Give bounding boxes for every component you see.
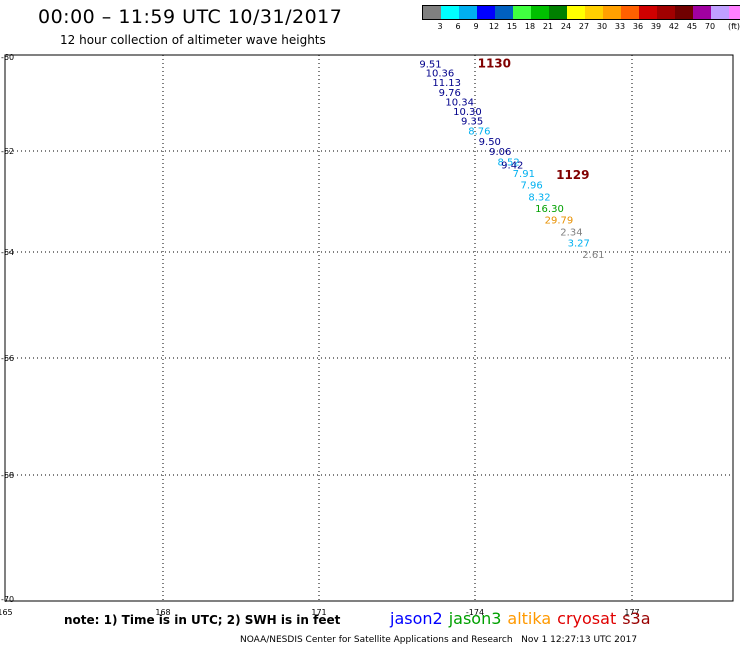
legend-label: 24 [560,22,572,31]
swh-value: 9.42 [501,161,523,172]
pass-time-label: 1130 [478,56,511,70]
legend-label: 33 [614,22,626,31]
mission-name: altika [507,609,552,628]
legend-label: 27 [578,22,590,31]
legend-unit: (ft) [727,22,740,31]
legend-label: 15 [506,22,518,31]
legend-label: 3 [437,22,443,31]
legend-swatch [513,6,531,19]
swh-value: 7.96 [521,180,543,191]
generated-timestamp: Nov 1 12:27:13 UTC 2017 [521,635,638,645]
swh-value: 9.51 [419,59,441,70]
legend-swatch [567,6,585,19]
swh-value: 8.76 [468,127,490,138]
legend-label: 18 [524,22,536,31]
swh-value: 9.50 [479,137,501,148]
swh-value: 7.91 [513,169,535,180]
legend-label: 70 [704,22,716,31]
lat-tick-label: -70 [1,595,14,604]
mission-name: jason2 [390,609,443,628]
legend-label: 45 [686,22,698,31]
page-title: 00:00 – 11:59 UTC 10/31/2017 [38,6,343,28]
lat-tick-label: -68 [1,471,14,480]
swh-observations: 9.5110.3611.139.7610.3410.309.358.769.50… [419,59,604,260]
axis-labels: -60 -62 -64 -66 -68 -70 165 168 171 -174 177 [0,53,640,617]
swh-value: 9.76 [439,88,461,99]
legend-label: 9 [473,22,479,31]
legend-swatch [423,6,441,19]
footer-note: note: 1) Time is in UTC; 2) SWH is in fe… [64,613,341,627]
legend-label: 6 [455,22,461,31]
swh-value: 8.52 [498,158,520,169]
legend-swatch [477,6,495,19]
page-subtitle: 12 hour collection of altimeter wave hei… [60,33,326,47]
legend-swatch [495,6,513,19]
legend-labels: 3 6 9 12 15 18 21 24 27 30 33 36 39 42 45 70 (ft) [422,20,740,32]
lon-tick-label: 165 [0,608,13,617]
lat-tick-label: -64 [1,248,14,257]
swh-value: 29.79 [545,216,574,227]
legend-swatch [585,6,603,19]
lon-tick-label: 168 [155,608,170,617]
swh-value: 16.30 [535,204,564,215]
legend-swatch [441,6,459,19]
swh-value: 10.34 [445,97,474,108]
swh-value: 10.30 [453,107,482,118]
swh-value: 11.13 [432,78,461,89]
legend-label: 12 [488,22,500,31]
swh-value: 3.27 [568,238,590,249]
mission-legend: jason2 jason3 altika cryosat s3a [390,609,657,628]
color-legend: 3 6 9 12 15 18 21 24 27 30 33 36 39 42 45 70 (ft) [422,5,740,32]
swh-value: 9.35 [461,117,483,128]
lon-tick-label: -174 [466,608,484,617]
legend-swatch [549,6,567,19]
legend-swatch [657,6,675,19]
swh-value: 2.34 [560,227,582,238]
mission-name: jason3 [448,609,502,628]
legend-label: 30 [596,22,608,31]
lon-tick-label: 177 [624,608,639,617]
lat-tick-label: -60 [1,53,14,62]
legend-swatch [639,6,657,19]
swh-value: 2.61 [582,250,604,261]
map-frame [4,54,734,602]
mission-name: s3a [622,609,651,628]
lon-tick-label: 171 [311,608,326,617]
legend-label: 21 [542,22,554,31]
map-gridlines [5,55,733,601]
pass-labels: 1130 1129 [478,56,590,181]
legend-swatch [711,6,729,19]
legend-swatch [459,6,477,19]
swh-value: 9.06 [489,147,511,158]
legend-swatch [621,6,639,19]
legend-swatch [603,6,621,19]
swh-value: 10.36 [426,69,455,80]
legend-label: 42 [668,22,680,31]
legend-swatch [693,6,711,19]
legend-swatch [531,6,549,19]
credit-text: NOAA/NESDIS Center for Satellite Applica… [240,635,513,645]
legend-label: 39 [650,22,662,31]
mission-name: cryosat [557,609,617,628]
lat-tick-label: -62 [1,147,14,156]
legend-swatch [729,6,740,19]
legend-swatch [675,6,693,19]
legend-swatches [422,5,740,20]
footer-credit: NOAA/NESDIS Center for Satellite Applica… [240,635,637,645]
pass-time-label: 1129 [556,168,589,182]
swh-value: 8.32 [528,192,550,203]
legend-label: 36 [632,22,644,31]
lat-tick-label: -66 [1,354,14,363]
